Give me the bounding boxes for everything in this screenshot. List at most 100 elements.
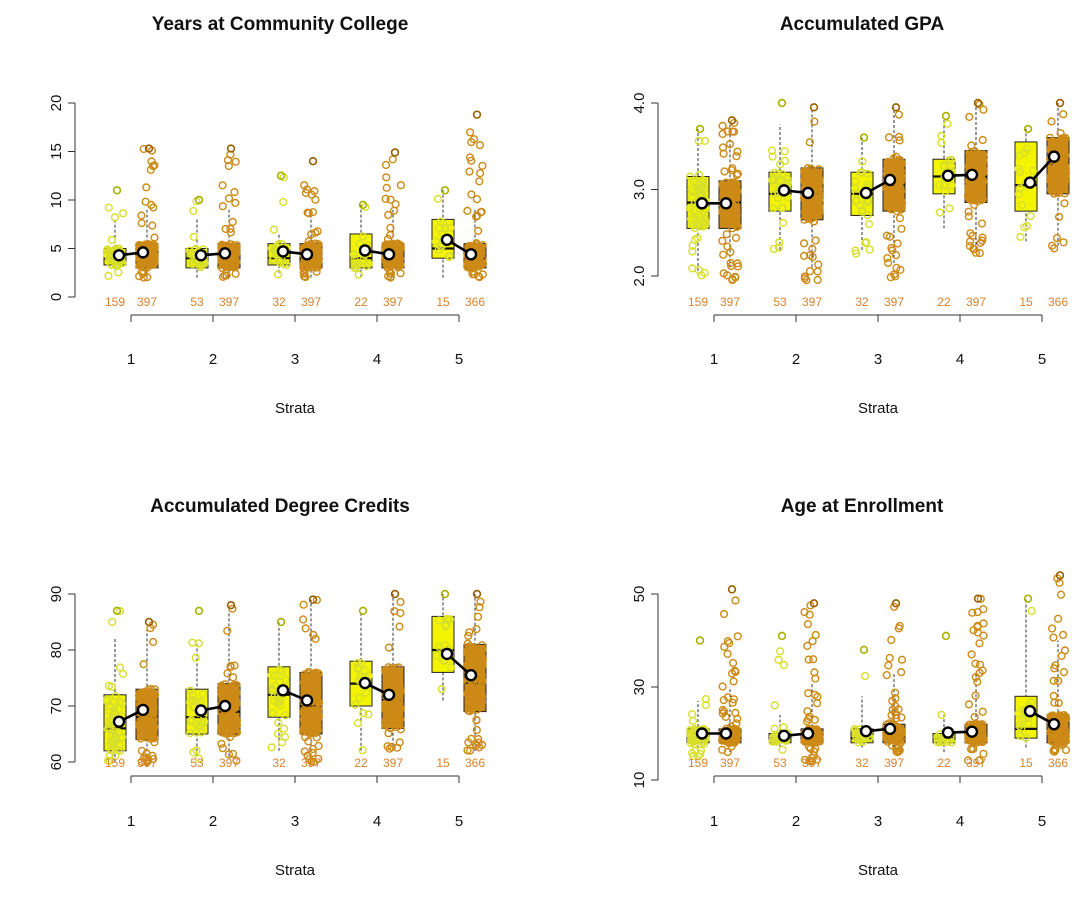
data-point — [1056, 172, 1065, 181]
data-point — [809, 599, 819, 608]
data-point — [701, 694, 710, 704]
data-point — [966, 229, 975, 238]
data-point — [893, 239, 902, 248]
data-point — [973, 677, 982, 686]
data-point — [1055, 571, 1065, 580]
data-point — [434, 642, 444, 652]
data-point — [217, 739, 226, 748]
data-point — [312, 733, 321, 742]
data-point — [686, 214, 696, 224]
data-point — [229, 673, 238, 682]
data-point — [314, 669, 323, 678]
data-point — [811, 630, 820, 640]
data-point — [807, 753, 816, 763]
data-point — [690, 235, 700, 244]
data-point — [769, 176, 778, 185]
data-point — [779, 660, 789, 670]
data-point — [1049, 746, 1058, 755]
data-point — [970, 712, 979, 722]
y-tick-label: 10 — [48, 192, 65, 209]
data-point — [777, 98, 787, 108]
data-point — [1050, 698, 1059, 707]
x-axis-title: Strata — [275, 862, 316, 879]
data-point — [890, 688, 900, 697]
data-point — [312, 595, 322, 605]
data-point — [851, 197, 860, 206]
data-point — [396, 269, 405, 278]
data-point — [351, 700, 360, 709]
data-point — [472, 725, 481, 735]
data-point — [440, 589, 450, 599]
data-point — [884, 158, 893, 167]
mean-marker — [218, 247, 232, 260]
data-point — [722, 230, 731, 239]
data-point — [688, 247, 697, 256]
mean-marker — [300, 248, 314, 261]
data-point — [393, 743, 402, 752]
data-point — [894, 110, 904, 119]
data-point — [478, 661, 487, 670]
data-point — [396, 715, 405, 724]
data-point — [270, 671, 280, 681]
data-point — [464, 631, 473, 641]
data-point — [224, 711, 233, 720]
data-point — [111, 691, 120, 701]
data-point — [310, 725, 319, 735]
data-point — [721, 181, 730, 190]
mean-marker — [859, 186, 873, 200]
data-point — [778, 745, 787, 754]
data-point — [472, 195, 482, 204]
data-point — [385, 744, 394, 753]
panel-title: Age at Enrollment — [781, 496, 944, 517]
data-point — [799, 239, 809, 248]
data-point — [720, 167, 729, 176]
data-point — [224, 750, 234, 759]
data-point — [224, 194, 234, 203]
data-point — [897, 667, 906, 677]
data-point — [390, 148, 400, 157]
data-point — [809, 103, 819, 112]
data-point — [802, 276, 811, 285]
data-point — [733, 714, 742, 724]
data-point — [978, 135, 987, 145]
data-point — [354, 270, 363, 279]
data-point — [472, 698, 481, 708]
data-point — [137, 219, 146, 228]
data-point — [769, 244, 779, 254]
data-point — [1053, 676, 1063, 686]
data-point — [310, 718, 319, 727]
data-point — [267, 743, 276, 752]
data-point — [727, 585, 737, 594]
x-tick-label: 2 — [792, 351, 800, 368]
data-point — [353, 658, 362, 668]
data-point — [463, 746, 472, 755]
data-point — [863, 169, 872, 178]
data-point — [689, 206, 699, 215]
data-point — [1015, 151, 1024, 160]
count-label-strata: 53 — [190, 295, 204, 309]
data-point — [1060, 725, 1070, 734]
data-point — [222, 271, 231, 280]
data-point — [396, 254, 405, 264]
data-point — [731, 596, 740, 605]
data-point — [352, 263, 361, 272]
data-point — [223, 669, 232, 678]
data-point — [358, 746, 367, 755]
data-point — [1028, 166, 1038, 175]
y-tick-label: 10 — [631, 772, 648, 789]
data-point — [194, 754, 204, 763]
data-point — [305, 755, 314, 764]
data-point — [273, 698, 282, 708]
data-point — [149, 203, 158, 212]
count-label-pool: 397 — [219, 295, 239, 309]
data-point — [144, 144, 154, 153]
data-point — [224, 161, 233, 171]
y-tick-label: 4.0 — [631, 93, 648, 114]
mean-marker — [883, 173, 897, 187]
data-point — [1018, 714, 1027, 723]
data-point — [1050, 664, 1059, 673]
count-label-pool: 366 — [1048, 295, 1068, 309]
data-point — [382, 183, 391, 192]
data-point — [733, 731, 742, 740]
data-point — [897, 224, 906, 233]
